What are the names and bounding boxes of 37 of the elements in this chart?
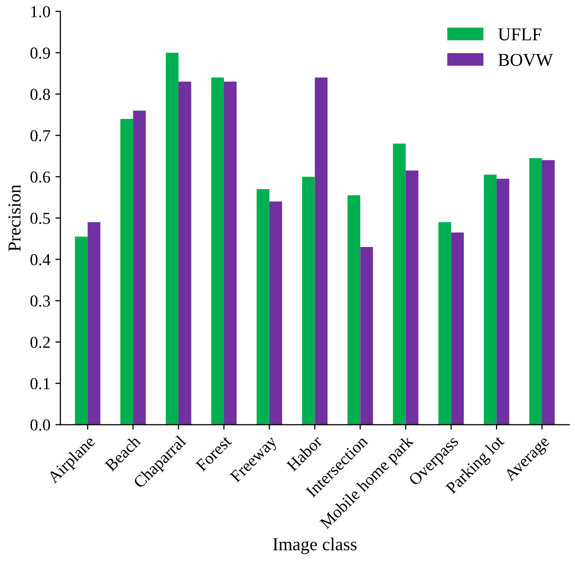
bar xyxy=(438,222,452,425)
bar xyxy=(224,82,237,425)
y-tick-label: 0.7 xyxy=(30,130,50,142)
bar xyxy=(348,195,360,425)
bar xyxy=(542,160,555,425)
bar xyxy=(496,178,510,425)
y-tick-label: 0.6 xyxy=(30,171,50,183)
legend-label: BOVW xyxy=(498,54,553,66)
bar xyxy=(120,118,134,425)
bar xyxy=(406,170,418,425)
bar xyxy=(256,189,270,425)
y-tick-label: 0.2 xyxy=(30,336,50,348)
y-tick-label: 0.5 xyxy=(30,212,50,224)
bar xyxy=(529,158,542,425)
y-axis-title: Precision xyxy=(8,184,21,252)
bar xyxy=(74,236,88,425)
x-axis-title: Image class xyxy=(273,538,357,554)
y-tick-label: 1.0 xyxy=(31,6,50,18)
bar xyxy=(178,82,192,425)
bar xyxy=(88,222,100,425)
bar xyxy=(484,174,497,425)
y-tick-label: 0.8 xyxy=(30,88,50,100)
bar xyxy=(269,201,282,425)
bar xyxy=(211,78,224,425)
legend-label: UFLF xyxy=(498,28,542,40)
bar xyxy=(451,232,464,425)
bar xyxy=(133,110,146,425)
bar xyxy=(392,144,406,425)
y-tick-label: 0.4 xyxy=(30,254,50,266)
bar xyxy=(314,78,328,425)
y-tick-label: 0.3 xyxy=(30,295,50,307)
bar xyxy=(302,176,315,425)
y-tick-label: 0.9 xyxy=(30,47,50,59)
bar xyxy=(360,246,373,425)
bar xyxy=(166,52,179,425)
y-tick-label: 0.0 xyxy=(30,419,50,431)
y-tick-label: 0.1 xyxy=(30,378,50,390)
